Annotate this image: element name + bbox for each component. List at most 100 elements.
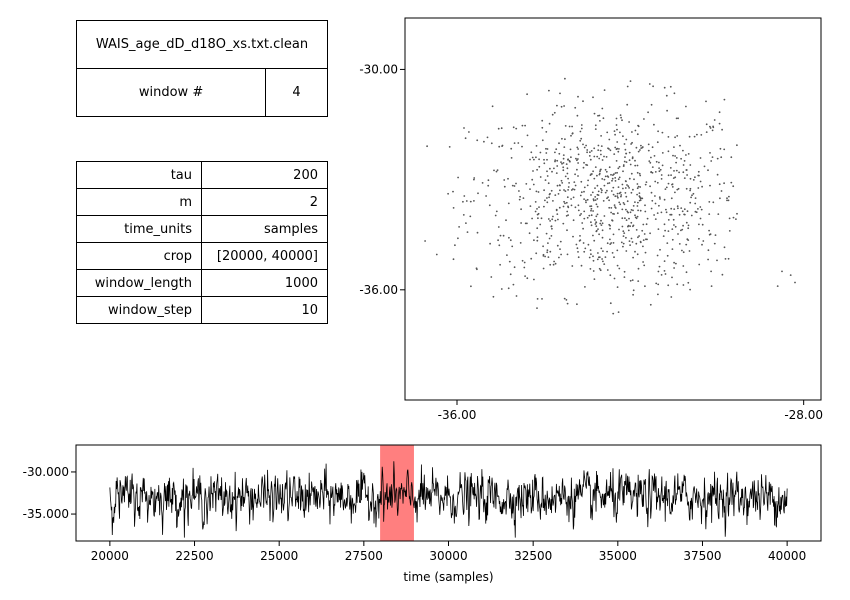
- scatter-point: [654, 202, 657, 205]
- scatter-point: [537, 217, 539, 220]
- scatter-point: [639, 199, 642, 202]
- scatter-point: [670, 197, 673, 200]
- scatter-point: [663, 198, 666, 201]
- timeseries-plot: 20000 22500 25000 27500 30000 32500 35000 37500…: [23, 444, 822, 584]
- scatter-point: [657, 270, 660, 273]
- scatter-point: [513, 266, 516, 269]
- scatter-point: [636, 205, 639, 207]
- scatter-point: [590, 224, 593, 227]
- scatter-point: [590, 253, 592, 256]
- scatter-point: [579, 239, 582, 242]
- scatter-point: [663, 86, 666, 89]
- scatter-point: [650, 103, 653, 106]
- scatter-point: [635, 242, 638, 245]
- scatter-point: [622, 235, 625, 238]
- scatter-point: [665, 186, 668, 189]
- scatter-point: [630, 191, 633, 194]
- scatter-point: [597, 149, 600, 152]
- scatter-point: [710, 270, 712, 273]
- scatter-point: [593, 278, 596, 280]
- scatter-point: [596, 198, 599, 200]
- scatter-point: [549, 250, 552, 253]
- scatter-point: [513, 142, 516, 145]
- scatter-point: [529, 158, 531, 161]
- scatter-point: [563, 105, 565, 107]
- scatter-point: [614, 177, 617, 179]
- scatter-point: [620, 195, 622, 198]
- scatter-point: [643, 264, 646, 267]
- scatter-point: [626, 184, 628, 186]
- scatter-point: [546, 249, 549, 252]
- x-tick-label: 20000: [91, 549, 129, 563]
- scatter-point: [593, 155, 596, 158]
- scatter-point: [736, 212, 738, 215]
- scatter-point: [565, 299, 568, 301]
- scatter-point: [640, 144, 642, 147]
- scatter-point: [655, 160, 658, 163]
- scatter-point: [592, 210, 594, 212]
- scatter-point: [587, 179, 589, 182]
- scatter-point: [563, 189, 565, 191]
- scatter-point: [548, 193, 551, 196]
- scatter-point: [675, 157, 678, 159]
- scatter-point: [653, 123, 655, 126]
- scatter-point: [658, 161, 660, 164]
- scatter-point: [732, 185, 735, 188]
- scatter-point: [615, 124, 618, 126]
- scatter-point: [625, 208, 627, 211]
- scatter-point: [476, 231, 479, 234]
- scatter-point: [621, 119, 623, 122]
- scatter-point: [469, 215, 472, 218]
- scatter-point: [531, 217, 533, 220]
- window-label-cell: window #: [75, 68, 267, 117]
- scatter-point: [604, 175, 607, 178]
- scatter-point: [612, 312, 615, 315]
- scatter-point: [540, 217, 543, 220]
- scatter-point: [567, 158, 569, 161]
- scatter-point: [576, 114, 579, 117]
- scatter-point: [630, 221, 633, 224]
- scatter-point: [577, 95, 579, 98]
- scatter-point: [546, 251, 549, 254]
- scatter-point: [566, 253, 569, 256]
- scatter-point: [576, 159, 578, 162]
- scatter-point: [698, 263, 701, 266]
- scatter-point: [650, 156, 652, 159]
- scatter-point: [709, 184, 711, 187]
- scatter-point: [673, 208, 676, 211]
- scatter-point: [501, 144, 504, 147]
- scatter-point: [500, 127, 503, 130]
- scatter-point: [614, 146, 617, 149]
- scatter-point: [703, 165, 706, 168]
- scatter-point: [594, 196, 597, 198]
- scatter-point: [576, 303, 578, 306]
- scatter-point: [665, 211, 668, 214]
- scatter-point: [711, 156, 714, 159]
- scatter-point: [566, 229, 568, 232]
- scatter-point: [613, 153, 616, 156]
- scatter-point: [593, 239, 596, 242]
- scatter-point: [710, 160, 713, 162]
- scatter-point: [535, 156, 537, 159]
- scatter-point: [547, 218, 550, 220]
- scatter-point: [631, 131, 633, 133]
- scatter-point: [658, 196, 661, 199]
- scatter-point: [667, 219, 670, 221]
- scatter-point: [524, 275, 526, 277]
- scatter-point: [561, 137, 563, 140]
- scatter-point: [727, 199, 730, 202]
- scatter-point: [538, 165, 541, 168]
- scatter-point: [535, 145, 538, 147]
- scatter-point: [565, 201, 568, 204]
- scatter-point: [623, 270, 626, 273]
- scatter-point: [689, 177, 692, 180]
- scatter-point: [716, 157, 719, 160]
- scatter-point: [616, 128, 618, 131]
- scatter-point: [589, 158, 592, 161]
- scatter-point: [546, 170, 548, 173]
- scatter-point: [710, 285, 713, 287]
- scatter-point: [562, 169, 565, 172]
- scatter-point: [623, 203, 626, 206]
- scatter-point: [646, 238, 648, 241]
- scatter-point: [682, 149, 684, 152]
